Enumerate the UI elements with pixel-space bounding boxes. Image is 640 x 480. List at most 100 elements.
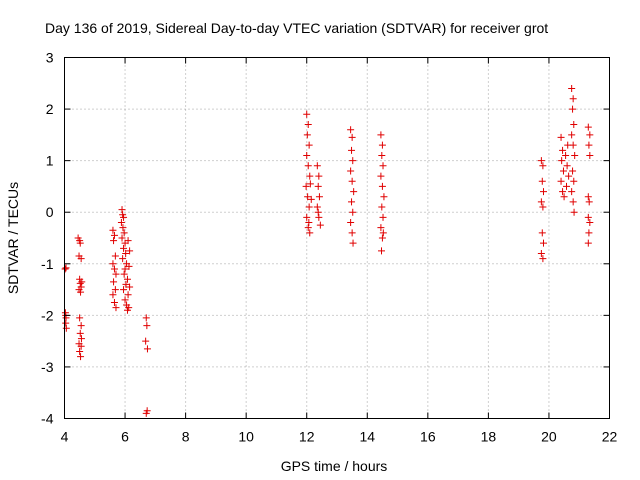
x-tick-label: 6 [121,429,129,445]
data-point [77,288,85,296]
x-tick-label: 20 [541,429,557,445]
data-point [305,141,313,149]
data-point [558,157,566,165]
data-point [120,286,128,294]
data-point [568,131,576,139]
data-point [568,84,576,92]
data-point [379,213,387,221]
data-point [378,234,386,242]
data-point [584,193,592,201]
data-point [378,151,386,159]
data-point [539,162,547,170]
data-point [62,319,70,327]
y-tick-label: -2 [41,307,54,323]
y-tick-label: 0 [46,204,54,220]
data-point [585,229,593,237]
data-point [569,167,577,175]
data-point [77,353,85,361]
data-point [78,278,86,286]
data-point [142,314,150,322]
data-point [350,188,358,196]
data-point [378,247,386,255]
data-point [538,177,546,185]
data-point [111,252,119,260]
data-point [379,162,387,170]
data-point [117,219,125,227]
data-point [122,249,130,257]
data-point [303,151,311,159]
plot-frame [64,57,610,419]
data-point [126,247,134,255]
data-point [123,306,131,314]
data-point [77,322,85,330]
x-tick-labels: 4 6 8 10 12 14 16 18 20 22 [61,429,618,445]
data-point [584,123,592,131]
data-point [539,203,547,211]
data-point [314,182,322,190]
data-point [349,208,357,216]
data-point [77,255,85,263]
data-point [306,172,314,180]
data-point [126,283,134,291]
data-point [349,157,357,165]
data-point [537,249,545,257]
data-point [143,345,151,353]
data-point [313,203,321,211]
data-point [110,231,118,239]
data-point [586,219,594,227]
data-point [586,131,594,139]
data-point [379,229,387,237]
data-point [565,172,573,180]
data-point [315,172,323,180]
data-point [378,203,386,211]
data-point [584,213,592,221]
data-point [570,208,578,216]
data-point [569,198,577,206]
data-point [538,229,546,237]
data-point [348,177,356,185]
data-point [124,237,132,245]
data-point [569,95,577,103]
data-point [124,291,132,299]
data-point [61,265,69,273]
y-tick-labels: -4 -3 -2 -1 0 1 2 3 [41,50,54,427]
data-point [120,270,128,278]
data-point [306,229,314,237]
data-point [559,167,567,175]
data-point [112,304,120,312]
data-point [143,322,151,330]
data-point [303,110,311,118]
data-point [304,121,312,129]
data-point [122,280,130,288]
data-point [304,162,312,170]
data-point [120,229,128,237]
x-tick-label: 10 [238,429,254,445]
data-point [304,193,312,201]
data-point [348,229,356,237]
data-point [303,213,311,221]
data-point [303,131,311,139]
data-point [316,221,324,229]
data-point [378,182,386,190]
y-tick-label: -3 [41,359,54,375]
data-point [539,239,547,247]
data-point [119,255,127,263]
data-point [557,177,565,185]
data-point [118,234,126,242]
data-point [76,239,84,247]
data-point [539,255,547,263]
data-point [110,237,118,245]
x-tick-label: 4 [61,429,69,445]
data-point [563,182,571,190]
data-point [537,157,545,165]
data-point [305,219,313,227]
data-point [120,244,128,252]
data-point [110,278,118,286]
data-point [110,265,118,273]
x-axis-label: GPS time / hours [281,458,388,474]
data-point [109,260,117,268]
data-point [570,121,578,129]
y-tick-label: 3 [46,50,54,66]
data-point [569,105,577,113]
